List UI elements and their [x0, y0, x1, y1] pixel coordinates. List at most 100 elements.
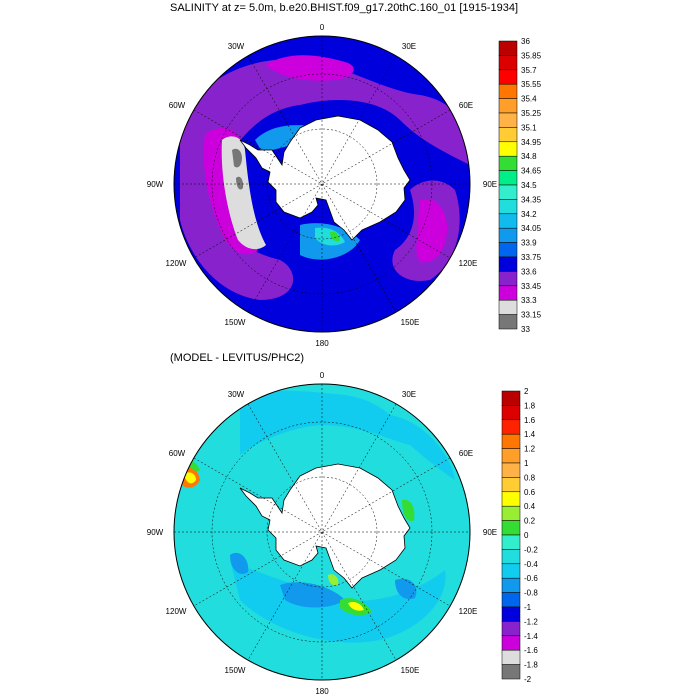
- bottom-colorbar-level-label: -1.6: [524, 646, 538, 655]
- top-lon-label-150e: 150E: [401, 318, 420, 327]
- top-colorbar-swatch: [498, 213, 518, 229]
- top-lon-label-180: 180: [315, 339, 329, 348]
- bottom-colorbar-level-label: 1.8: [524, 401, 536, 410]
- top-colorbar-level-label: 34.35: [521, 195, 542, 204]
- top-colorbar-swatch: [498, 98, 518, 114]
- top-colorbar-swatch: [498, 155, 518, 171]
- top-colorbar-swatch: [498, 199, 518, 215]
- top-lon-label-150w: 150W: [225, 318, 246, 327]
- bottom-colorbar-level-label: -1.8: [524, 661, 538, 670]
- top-colorbar-level-label: 33.45: [521, 282, 542, 291]
- bottom-lon-label-60e: 60E: [459, 449, 473, 458]
- top-colorbar-level-label: 34.2: [521, 210, 537, 219]
- bottom-green-weddell-region: [328, 574, 339, 586]
- bottom-colorbar-swatch: [501, 635, 521, 651]
- top-lon-label-0: 0: [320, 23, 325, 32]
- top-colorbar-level-label: 34.05: [521, 224, 542, 233]
- top-green-ross-region: [330, 231, 340, 242]
- bottom-colorbar-level-label: 0.6: [524, 488, 536, 497]
- top-lon-label-30e: 30E: [402, 42, 416, 51]
- top-purple-belt-region: [180, 59, 470, 300]
- bottom-colorbar-level-label: 2: [524, 387, 529, 396]
- bottom-lon-label-120w: 120W: [166, 607, 187, 616]
- bottom-map-border: [173, 383, 471, 681]
- top-colorbar-level-label: 36: [521, 37, 530, 46]
- top-colorbar-swatch: [498, 285, 518, 301]
- bottom-colorbar-swatch: [501, 606, 521, 622]
- top-colorbar-swatch: [498, 127, 518, 143]
- top-colorbar-swatch: [498, 242, 518, 258]
- bottom-lightcyan-ne-region: [390, 415, 455, 480]
- top-colorbar-level-label: 34.95: [521, 138, 542, 147]
- top-colorbar-level-label: 34.65: [521, 167, 542, 176]
- top-colorbar-swatch: [498, 40, 518, 56]
- top-lon-label-90w: 90W: [147, 180, 164, 189]
- top-grey-region: [221, 136, 266, 250]
- bottom-colorbar-level-label: 1.4: [524, 430, 536, 439]
- top-colorbar-level-label: 33.75: [521, 253, 542, 262]
- top-colorbar-level-label: 34.8: [521, 152, 537, 161]
- bottom-hotspot-yellow-region: [184, 472, 196, 484]
- top-colorbar-swatch: [498, 256, 518, 272]
- bottom-colorbar-swatch: [501, 390, 521, 406]
- bottom-lon-label-90w: 90W: [147, 528, 164, 537]
- bottom-lon-label-30e: 30E: [402, 390, 416, 399]
- bottom-colorbar-swatch: [501, 534, 521, 550]
- bottom-colorbar-swatch: [501, 649, 521, 665]
- top-chart-title: SALINITY at z= 5.0m, b.e20.BHIST.f09_g17…: [170, 2, 518, 14]
- bottom-chart-title: (MODEL - LEVITUS/PHC2): [170, 352, 304, 364]
- bottom-colorbar-swatch: [501, 405, 521, 421]
- top-colorbar-swatch: [498, 227, 518, 243]
- top-map-border: [173, 35, 471, 333]
- bottom-colorbar-level-label: -1.4: [524, 632, 538, 641]
- top-colorbar-level-label: 35.1: [521, 123, 537, 132]
- bottom-colorbar-swatch: [501, 592, 521, 608]
- top-lon-label-90e: 90E: [483, 180, 497, 189]
- bottom-colorbar-level-label: 1.2: [524, 445, 536, 454]
- bottom-colorbar-level-label: -1: [524, 603, 532, 612]
- bottom-colorbar-level-label: 0: [524, 531, 529, 540]
- top-colorbar-level-label: 35.55: [521, 80, 542, 89]
- top-graticule: [174, 36, 470, 332]
- bottom-colorbar-swatch: [501, 433, 521, 449]
- bottom-graticule: [174, 384, 470, 680]
- bottom-colorbar-level-label: 0.4: [524, 502, 536, 511]
- bottom-colorbar-level-label: 0.2: [524, 517, 536, 526]
- bottom-lightcyan-belt-region: [240, 390, 410, 455]
- top-colorbar-swatch: [498, 141, 518, 157]
- bottom-colorbar-swatch: [501, 549, 521, 565]
- bottom-colorbar-swatch: [501, 563, 521, 579]
- bottom-colorbar-level-label: -0.2: [524, 545, 538, 554]
- top-colorbar-swatch: [498, 69, 518, 85]
- top-colorbar-swatch: [498, 271, 518, 287]
- top-magenta-ne-region: [265, 55, 354, 81]
- top-colorbar-swatch: [498, 299, 518, 315]
- bottom-colorbar-swatch: [501, 477, 521, 493]
- top-colorbar-swatch: [498, 83, 518, 99]
- top-lon-label-60w: 60W: [169, 101, 186, 110]
- top-colorbar-swatch: [498, 314, 518, 330]
- top-colorbar-swatch: [498, 112, 518, 128]
- bottom-colorbar-level-label: -2: [524, 675, 532, 684]
- top-colorbar-swatch: [498, 55, 518, 71]
- bottom-colorbar-swatch: [501, 621, 521, 637]
- top-colorbar-level-label: 33.3: [521, 296, 537, 305]
- top-colorbar-level-label: 34.5: [521, 181, 537, 190]
- top-colorbar-level-label: 35.7: [521, 66, 537, 75]
- top-lon-label-120w: 120W: [166, 259, 187, 268]
- top-lon-label-30w: 30W: [228, 42, 245, 51]
- bottom-colorbar-level-label: -0.8: [524, 589, 538, 598]
- bottom-colorbar-swatch: [501, 491, 521, 507]
- bottom-colorbar-swatch: [501, 462, 521, 478]
- bottom-lon-label-90e: 90E: [483, 528, 497, 537]
- bottom-colorbar-level-label: 0.8: [524, 473, 536, 482]
- top-colorbar-level-label: 33: [521, 325, 530, 334]
- bottom-colorbar-level-label: -0.6: [524, 574, 538, 583]
- top-colorbar-swatch: [498, 170, 518, 186]
- bottom-antarctica-landmass: [239, 463, 411, 589]
- bottom-colorbar-swatch: [501, 505, 521, 521]
- bottom-lon-label-30w: 30W: [228, 390, 245, 399]
- bottom-colorbar-level-label: 1.6: [524, 416, 536, 425]
- top-colorbar-level-label: 35.4: [521, 95, 537, 104]
